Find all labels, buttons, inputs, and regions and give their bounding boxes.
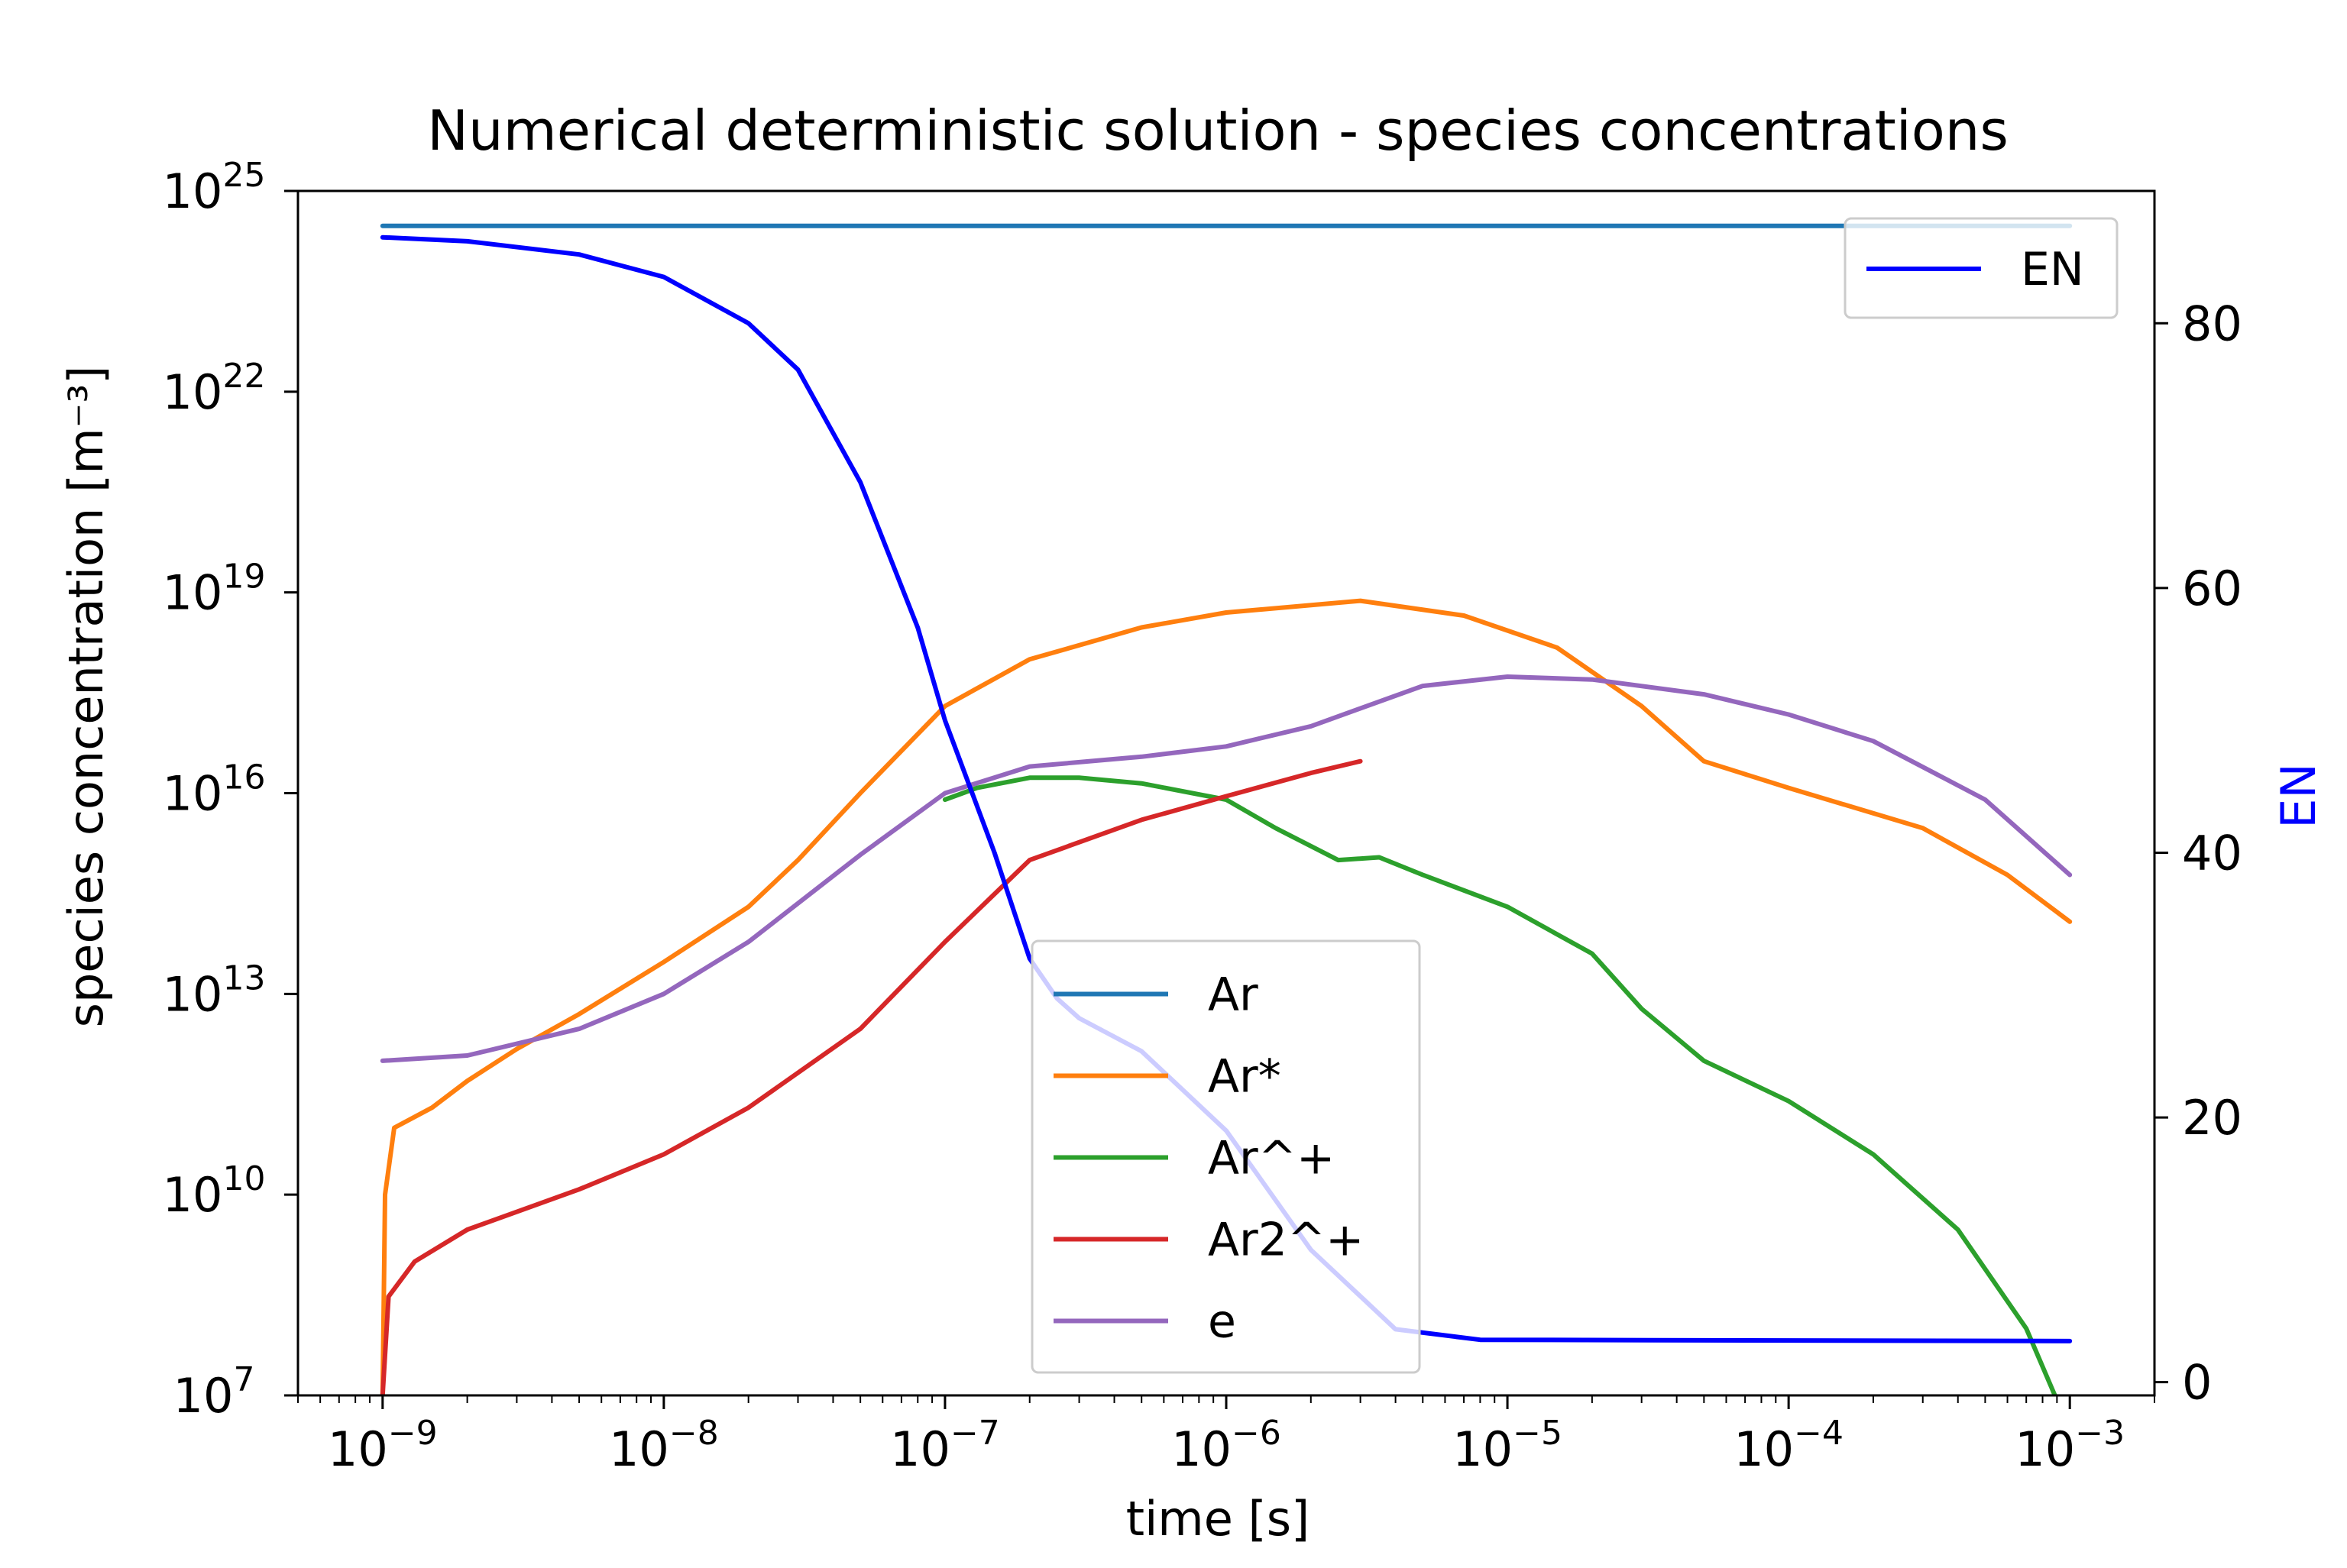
legend-label: Ar2^+ <box>1208 1214 1364 1267</box>
legend-label: Ar <box>1208 968 1258 1022</box>
x-tick-label: 10−7 <box>890 1414 1000 1477</box>
legend-label: Ar^+ <box>1208 1132 1335 1185</box>
x-axis-label: time [s] <box>1126 1491 1309 1547</box>
y-axis-label: species concentration [m⁻³] <box>58 366 114 1028</box>
legend-label: e <box>1208 1295 1236 1349</box>
axes: 10−9 10−8 10−7 10−6 10−5 10−4 10−3 107 1010 1013 1… <box>163 156 2242 1477</box>
y2-tick-label: 0 <box>2182 1355 2212 1411</box>
right-y-axis-label: EN <box>2271 763 2326 829</box>
y-tick-label: 1022 <box>163 357 266 420</box>
y-tick-label: 1013 <box>163 959 266 1022</box>
x-tick-label: 10−8 <box>609 1414 719 1477</box>
y2-tick-label: 60 <box>2182 561 2242 616</box>
y-tick-label: 107 <box>173 1360 255 1424</box>
y-tick-label: 1019 <box>163 558 266 621</box>
series-line-ar2 <box>380 758 1363 1395</box>
x-tick-label: 10−4 <box>1734 1414 1844 1477</box>
legend-label: Ar* <box>1208 1050 1281 1104</box>
x-tick-label: 10−9 <box>328 1414 438 1477</box>
series-line-e <box>380 674 2073 1063</box>
y-tick-label: 1016 <box>163 758 266 822</box>
y2-tick-label: 40 <box>2182 825 2242 881</box>
y-tick-label: 1010 <box>163 1159 266 1223</box>
x-tick-label: 10−5 <box>1452 1414 1562 1477</box>
series-line-ar <box>380 598 2073 1395</box>
y2-tick-label: 20 <box>2182 1090 2242 1146</box>
y2-tick-label: 80 <box>2182 296 2242 351</box>
legends: Ar Ar* Ar^+ Ar2^+ e EN <box>1031 217 2119 1374</box>
legend-species: Ar Ar* Ar^+ Ar2^+ e <box>1031 939 1421 1374</box>
legend-species-box <box>1031 939 1421 1374</box>
legend-en: EN <box>1844 217 2119 319</box>
series-line-ar <box>942 775 2057 1395</box>
x-tick-label: 10−3 <box>2015 1414 2125 1477</box>
x-tick-label: 10−6 <box>1171 1414 1281 1477</box>
legend-label: EN <box>2021 243 2084 296</box>
chart-title: Numerical deterministic solution - speci… <box>427 99 2009 163</box>
y-tick-label: 1025 <box>163 156 266 219</box>
